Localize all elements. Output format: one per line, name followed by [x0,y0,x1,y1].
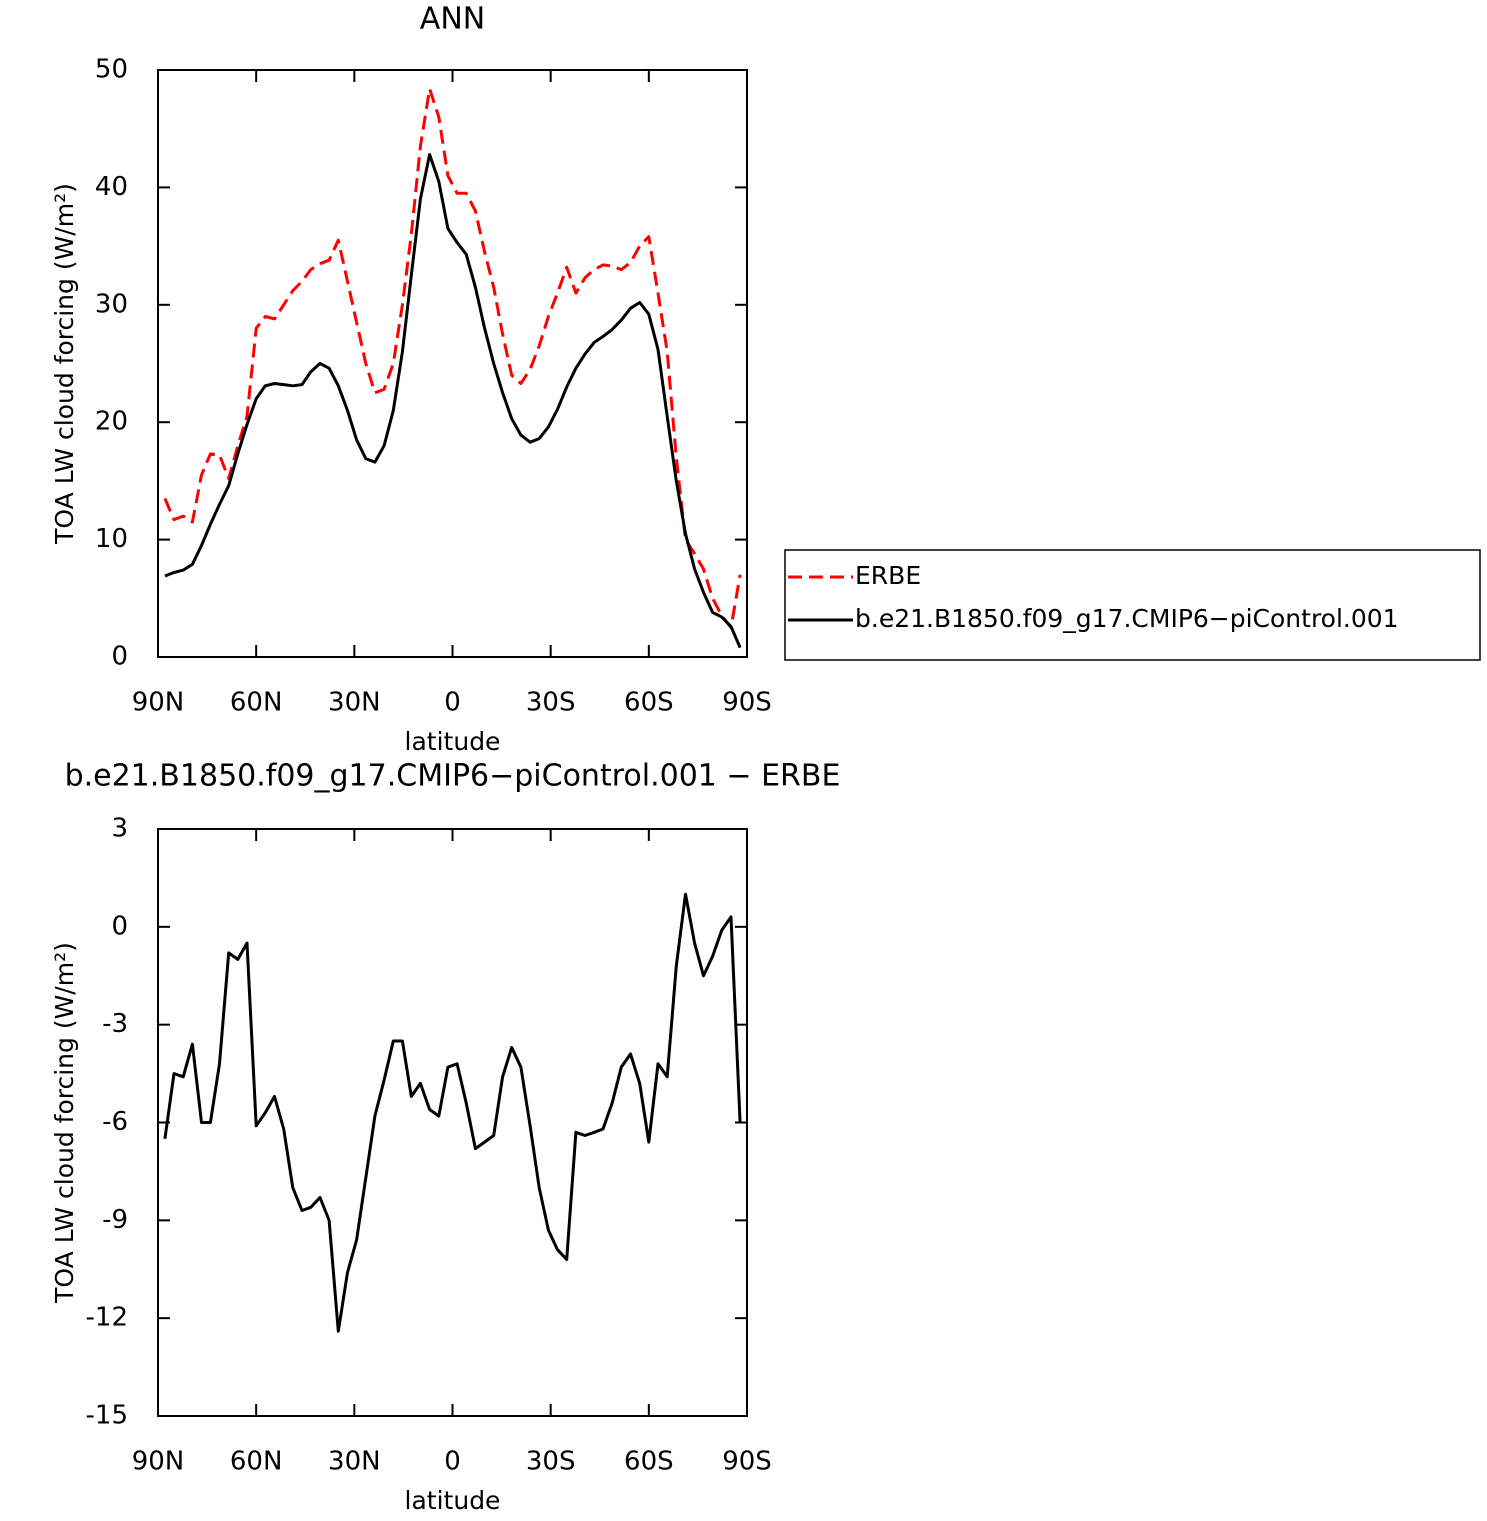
x-tick-label: 60S [624,1447,674,1477]
x-tick-label: 30N [328,1447,381,1477]
y-tick-label: 0 [111,911,128,941]
x-tick-label: 30S [526,688,576,718]
y-tick-label: 40 [95,172,128,202]
y-tick-label: -12 [86,1303,128,1333]
x-tick-label: 90S [722,1447,772,1477]
y-tick-label: 10 [95,524,128,554]
y-tick-label: -3 [102,1009,128,1039]
legend-label: ERBE [855,561,921,590]
y-tick-label: 0 [111,642,128,672]
data-line [163,892,742,1333]
x-tick-label: 60N [230,688,283,718]
chart-title: b.e21.B1850.f09_g17.CMIP6−piControl.001 … [65,759,841,794]
y-tick-label: 50 [95,55,128,85]
x-tick-label: 90N [132,688,185,718]
y-axis-label: TOA LW cloud forcing (W/m²) [50,183,79,545]
x-tick-label: 60N [230,1447,283,1477]
data-line [164,153,742,649]
chart-title: ANN [420,2,485,37]
x-tick-label: 0 [444,688,461,718]
data-line [163,87,742,630]
plot-frame [157,69,748,658]
x-tick-label: 90N [132,1447,185,1477]
y-tick-label: -15 [86,1401,128,1431]
y-axis-label: TOA LW cloud forcing (W/m²) [50,942,79,1304]
y-tick-label: -6 [102,1107,128,1137]
y-tick-label: 3 [111,814,128,844]
y-tick-label: 30 [95,289,128,319]
y-tick-label: 20 [95,407,128,437]
legend-box [784,549,1481,661]
x-tick-label: 90S [722,688,772,718]
x-tick-label: 0 [444,1447,461,1477]
y-tick-label: -9 [102,1205,128,1235]
x-tick-label: 30N [328,688,381,718]
x-tick-label: 30S [526,1447,576,1477]
x-tick-label: 60S [624,688,674,718]
x-axis-label: latitude [405,727,501,756]
plot-frame [157,828,748,1417]
legend-label: b.e21.B1850.f09_g17.CMIP6−piControl.001 [855,604,1399,633]
x-axis-label: latitude [405,1486,501,1515]
